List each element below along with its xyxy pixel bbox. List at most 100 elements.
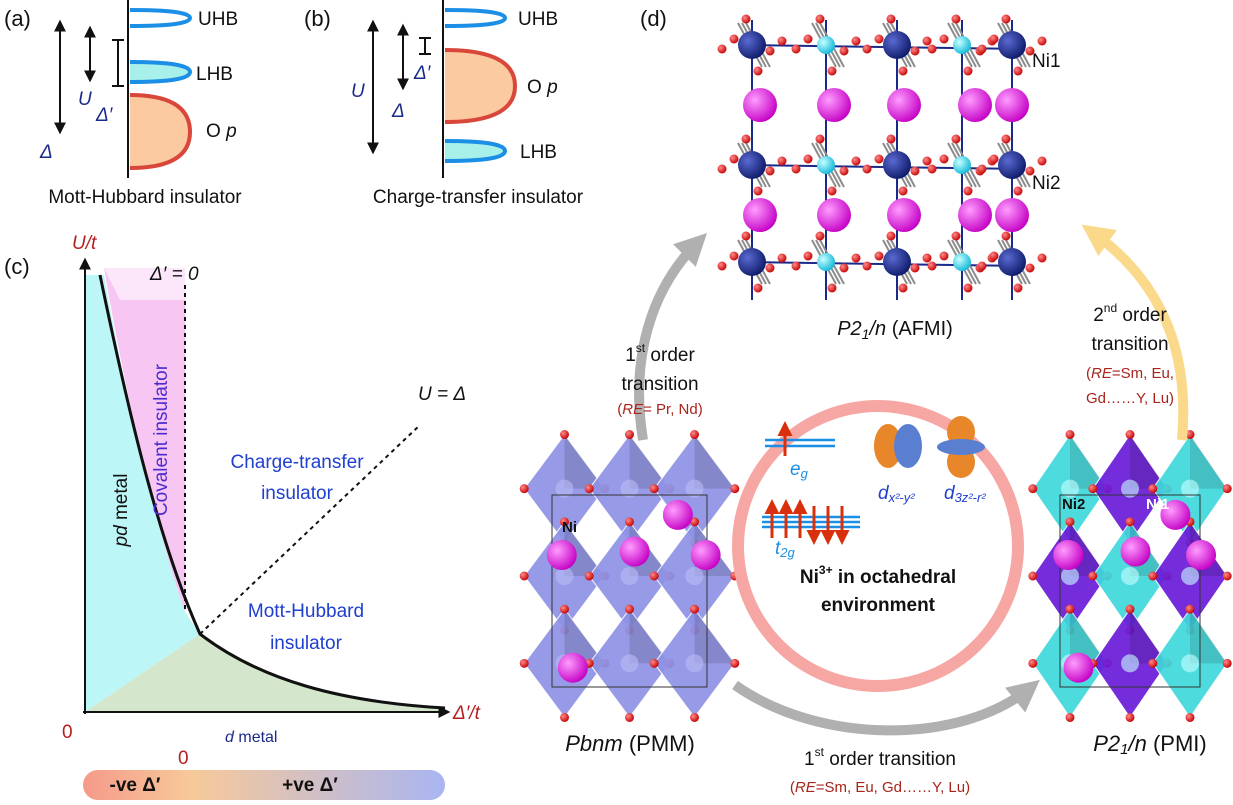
- oxygen-atom: [650, 484, 659, 493]
- oxygen-atom: [1066, 430, 1075, 439]
- gap-bar: [112, 40, 124, 86]
- oxygen-atom: [742, 232, 751, 241]
- oxygen-atom: [1066, 517, 1075, 526]
- note: RE: [1091, 365, 1113, 382]
- prefix: pd: [111, 524, 132, 548]
- group: P2: [837, 318, 861, 340]
- ni2-atom: [953, 36, 971, 54]
- oxygen-atom: [778, 254, 787, 263]
- oxygen-atom: [730, 155, 739, 164]
- oxygen-atom: [1002, 232, 1011, 241]
- text: order transition: [829, 749, 956, 770]
- ni1-atom: [883, 151, 911, 179]
- oxygen-atom: [887, 232, 896, 241]
- caption: Charge-transfer insulator: [373, 187, 584, 208]
- ordinal: 2: [1093, 305, 1104, 326]
- level-diagram: eg t2g dx²-y² d3z²-r² Ni3+ in octahedral…: [762, 416, 986, 616]
- caption: Mott-Hubbard insulator: [48, 187, 242, 208]
- transition-note: Gd……Y, Lu): [1086, 390, 1174, 407]
- oxygen-atom: [1186, 713, 1195, 722]
- rare-earth-atom: [743, 198, 777, 232]
- region-label: Charge-transfer: [230, 452, 364, 473]
- sup: 3+: [819, 563, 833, 577]
- ni-atom: [1181, 654, 1199, 672]
- oxygen-atom: [1223, 659, 1232, 668]
- orbital: p: [225, 121, 237, 142]
- oxygen-atom: [1126, 430, 1135, 439]
- oxygen-atom: [625, 517, 634, 526]
- oxygen-atom: [792, 262, 801, 271]
- oxygen-atom: [1014, 187, 1023, 196]
- oxygen-atom: [520, 572, 529, 581]
- rare-earth-atom: [995, 198, 1029, 232]
- oxygen-atom: [742, 15, 751, 24]
- rare-earth-atom: [1064, 653, 1094, 683]
- oxygen-atom: [1028, 484, 1037, 493]
- oxygen-atom: [625, 430, 634, 439]
- rare-earth-atom: [743, 88, 777, 122]
- lower-band: [445, 141, 505, 161]
- origin-label: 0: [62, 722, 73, 743]
- element: O: [527, 77, 542, 98]
- oxygen-atom: [923, 254, 932, 263]
- oxygen-atom: [766, 167, 775, 176]
- rare-earth-atom: [620, 537, 650, 567]
- base: Ni: [800, 567, 819, 588]
- oxygen-atom: [1026, 264, 1035, 273]
- ni2-atom: [953, 156, 971, 174]
- structure-label: P21/n (AFMI): [837, 318, 953, 341]
- rare-earth-atom: [887, 198, 921, 232]
- page: { "panel_a": {"label": "(a)", "upper_ban…: [0, 0, 1233, 805]
- region-label: insulator: [270, 633, 342, 654]
- text: metal: [238, 729, 277, 746]
- phase: (AFMI): [892, 318, 953, 340]
- oxygen-atom: [923, 37, 932, 46]
- region-label: Mott-Hubbard: [248, 601, 364, 622]
- group-tail: /n: [1127, 731, 1147, 756]
- ni1-atom: [738, 248, 766, 276]
- oxygen-atom: [690, 430, 699, 439]
- orbital-label: dx²-y²: [878, 483, 915, 505]
- oxygen-atom: [520, 659, 529, 668]
- oxygen-atom: [816, 135, 825, 144]
- oxygen-atom: [1066, 605, 1075, 614]
- group-sub: 1: [862, 326, 870, 342]
- oxygen-atom: [1014, 67, 1023, 76]
- oxygen-atom: [585, 572, 594, 581]
- boundary-label: Δ′ = 0: [149, 264, 199, 285]
- prefix: d: [225, 729, 235, 746]
- note: = Pr, Nd): [643, 401, 703, 418]
- oxygen-atom: [650, 659, 659, 668]
- note: =Sm, Eu, Gd……Y, Lu): [816, 779, 970, 796]
- oxygen-atom: [742, 135, 751, 144]
- oxygen-atom: [1088, 572, 1097, 581]
- rare-earth-atom: [958, 198, 992, 232]
- oxygen-atom: [978, 165, 987, 174]
- oxygen-atom: [754, 67, 763, 76]
- oxygen-atom: [730, 659, 739, 668]
- ni2-atom: [817, 156, 835, 174]
- rare-earth-atom: [887, 88, 921, 122]
- band-label: LHB: [196, 64, 233, 85]
- ni-atom: [686, 654, 704, 672]
- oxygen-atom: [778, 157, 787, 166]
- oxygen-atom: [852, 254, 861, 263]
- oxygen-atom: [1223, 484, 1232, 493]
- rare-earth-atom: [995, 88, 1029, 122]
- level-label: eg: [790, 459, 809, 481]
- diagonal-label: U = Δ: [418, 384, 466, 405]
- axis-label: U/t: [72, 233, 97, 254]
- rare-earth-atom: [1186, 540, 1216, 570]
- oxygen-atom: [940, 252, 949, 261]
- transition-label: 2nd order: [1093, 301, 1167, 326]
- structure-label: Pbnm (PMM): [565, 731, 695, 756]
- oxygen-atom: [928, 165, 937, 174]
- transition-note: (RE=Sm, Eu, Gd……Y, Lu): [790, 779, 970, 796]
- oxygen-atom: [792, 165, 801, 174]
- oxygen-atom: [990, 252, 999, 261]
- panel-c: (c) U/t Δ′/t 0 0 Δ′ = 0 U = Δ Covalent i…: [4, 233, 481, 800]
- panel-label: (c): [4, 254, 30, 279]
- ni1-atom: [738, 31, 766, 59]
- rare-earth-atom: [958, 88, 992, 122]
- oxygen-atom: [863, 165, 872, 174]
